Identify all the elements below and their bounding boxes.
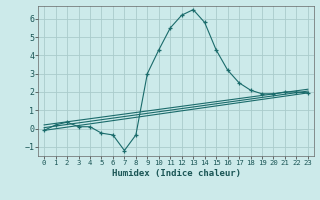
X-axis label: Humidex (Indice chaleur): Humidex (Indice chaleur): [111, 169, 241, 178]
